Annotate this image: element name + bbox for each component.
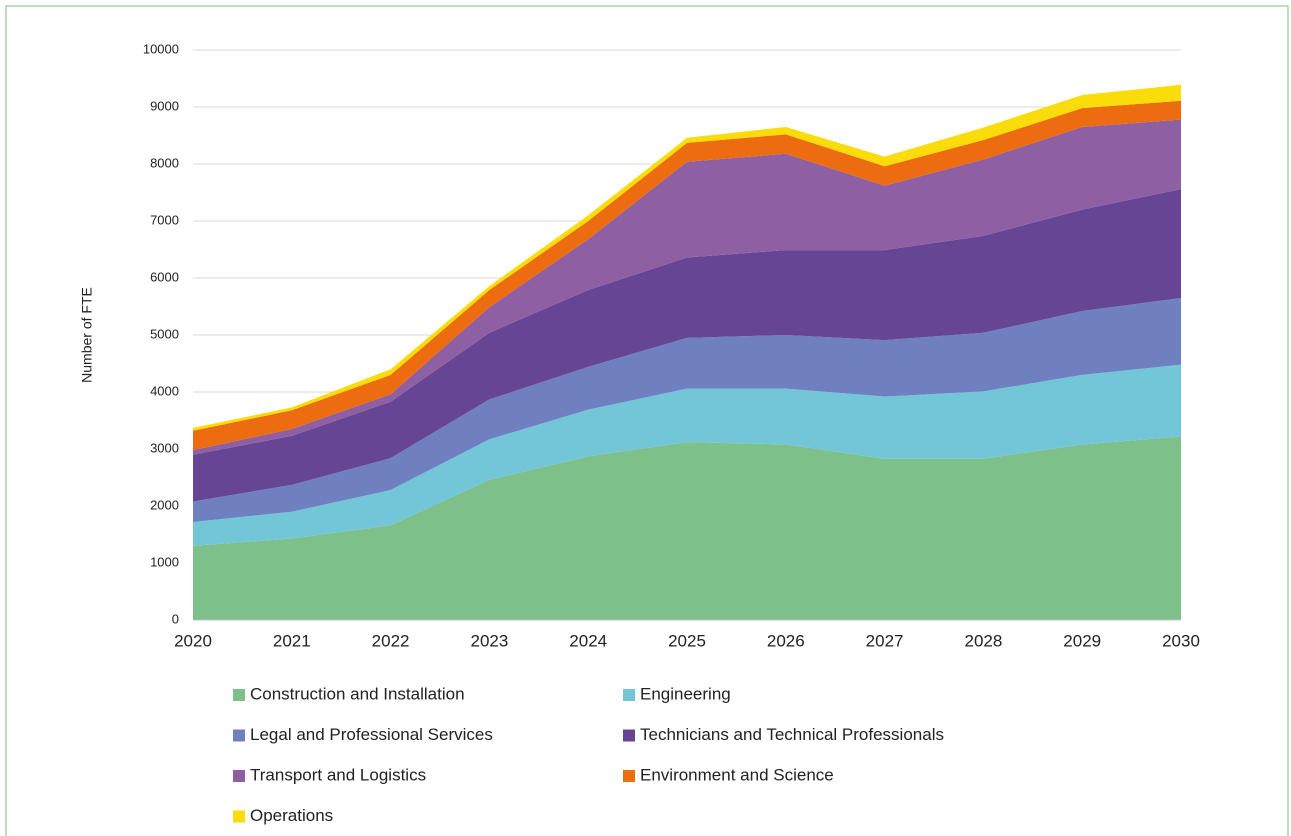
legend-swatch: [623, 770, 635, 782]
legend-swatch: [233, 770, 245, 782]
y-tick-label: 6000: [150, 269, 179, 284]
legend-label: Engineering: [640, 684, 731, 703]
area: [193, 119, 1181, 455]
legend-swatch: [623, 729, 635, 742]
legend-swatch: [233, 689, 245, 701]
y-tick-label: 9000: [150, 98, 179, 113]
legend-label: Environment and Science: [640, 765, 834, 784]
y-tick-label: 4000: [150, 383, 179, 398]
frame: [5, 5, 1289, 836]
y-tick-label: 10000: [143, 41, 179, 56]
area: [193, 297, 1181, 522]
x-tick-label: 2027: [866, 631, 904, 650]
x-tick-label: 2030: [1162, 631, 1200, 650]
y-axis-label: Number of FTE: [79, 287, 95, 383]
x-tick-label: 2026: [767, 631, 805, 650]
legend-label: Technicians and Technical Professionals: [640, 725, 944, 744]
area: [193, 364, 1181, 546]
x-tick-label: 2025: [668, 631, 706, 650]
y-tick-label: 5000: [150, 326, 179, 341]
y-tick-label: 0: [172, 611, 179, 626]
legend-label: Construction and Installation: [250, 684, 465, 703]
area: [193, 189, 1181, 502]
y-tick-label: 3000: [150, 440, 179, 455]
legend-label: Operations: [250, 806, 333, 825]
x-tick-label: 2022: [372, 631, 410, 650]
x-tick-label: 2020: [174, 631, 212, 650]
x-tick-label: 2029: [1063, 631, 1101, 650]
y-tick-label: 1000: [150, 554, 179, 569]
y-tick-label: 2000: [150, 497, 179, 512]
x-tick-label: 2024: [569, 631, 607, 650]
y-tick-label: 7000: [150, 212, 179, 227]
legend-label: Transport and Logistics: [250, 765, 426, 784]
legend-swatch: [233, 810, 245, 823]
area: [193, 436, 1181, 620]
area: [193, 100, 1181, 451]
legend-label: Legal and Professional Services: [250, 725, 493, 744]
legend-swatch: [623, 689, 635, 701]
x-tick-label: 2021: [273, 631, 311, 650]
y-tick-label: 8000: [150, 155, 179, 170]
x-tick-label: 2023: [470, 631, 508, 650]
x-tick-label: 2028: [964, 631, 1002, 650]
legend-swatch: [233, 729, 245, 742]
